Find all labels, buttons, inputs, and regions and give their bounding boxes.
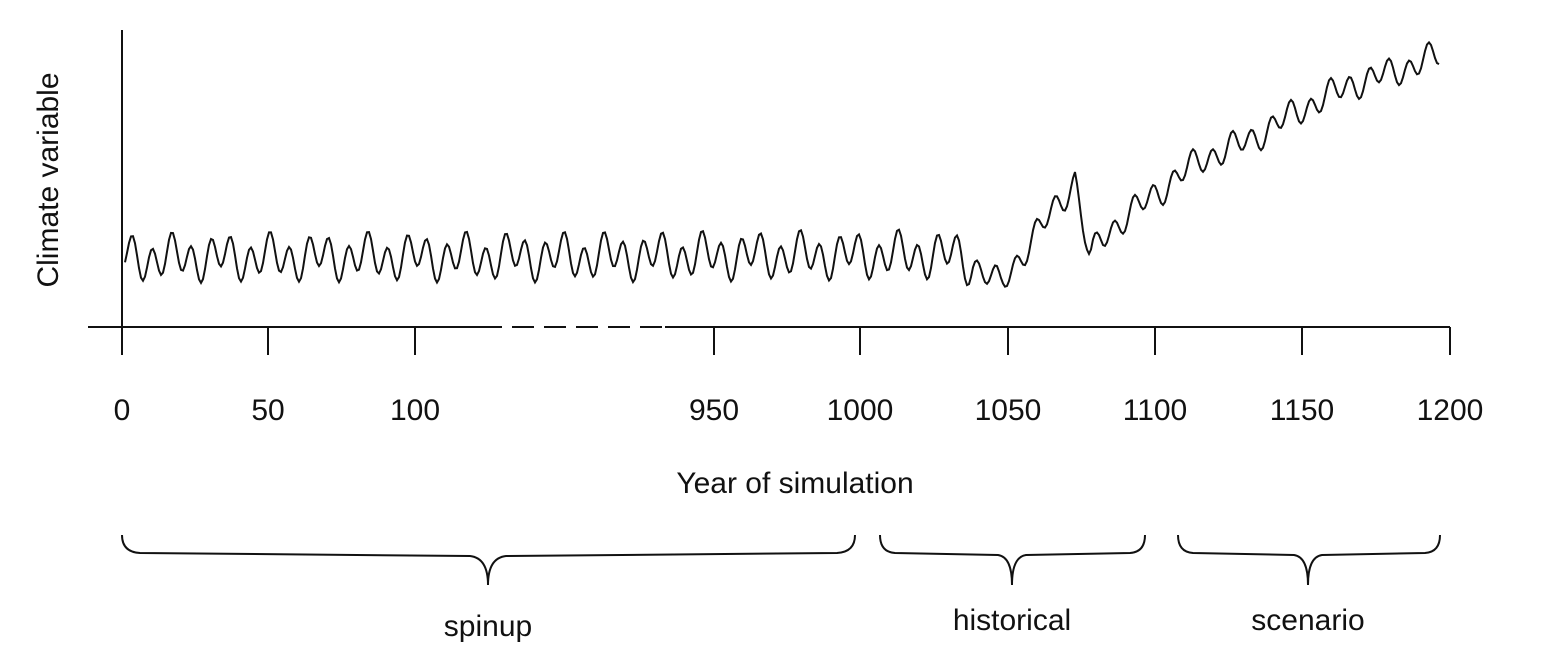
x-tick-label: 100: [390, 394, 440, 427]
brace: [879, 534, 1146, 586]
period-label: scenario: [1251, 604, 1364, 637]
x-tick-label: 50: [251, 394, 284, 427]
x-tick-label: 1000: [827, 394, 894, 427]
brace: [121, 534, 856, 586]
x-tick-label: 0: [114, 394, 131, 427]
period-label: historical: [953, 604, 1071, 637]
x-tick-label: 1050: [975, 394, 1042, 427]
x-tick-label: 1200: [1417, 394, 1484, 427]
x-tick-label: 1100: [1123, 394, 1188, 427]
x-axis-label: Year of simulation: [676, 467, 913, 500]
x-tick-label: 950: [689, 394, 739, 427]
y-axis-label: Climate variable: [32, 72, 65, 287]
brace: [1177, 534, 1441, 586]
climate-curve: [124, 40, 1440, 288]
period-label: spinup: [444, 610, 532, 643]
x-tick-label: 1150: [1270, 394, 1335, 427]
